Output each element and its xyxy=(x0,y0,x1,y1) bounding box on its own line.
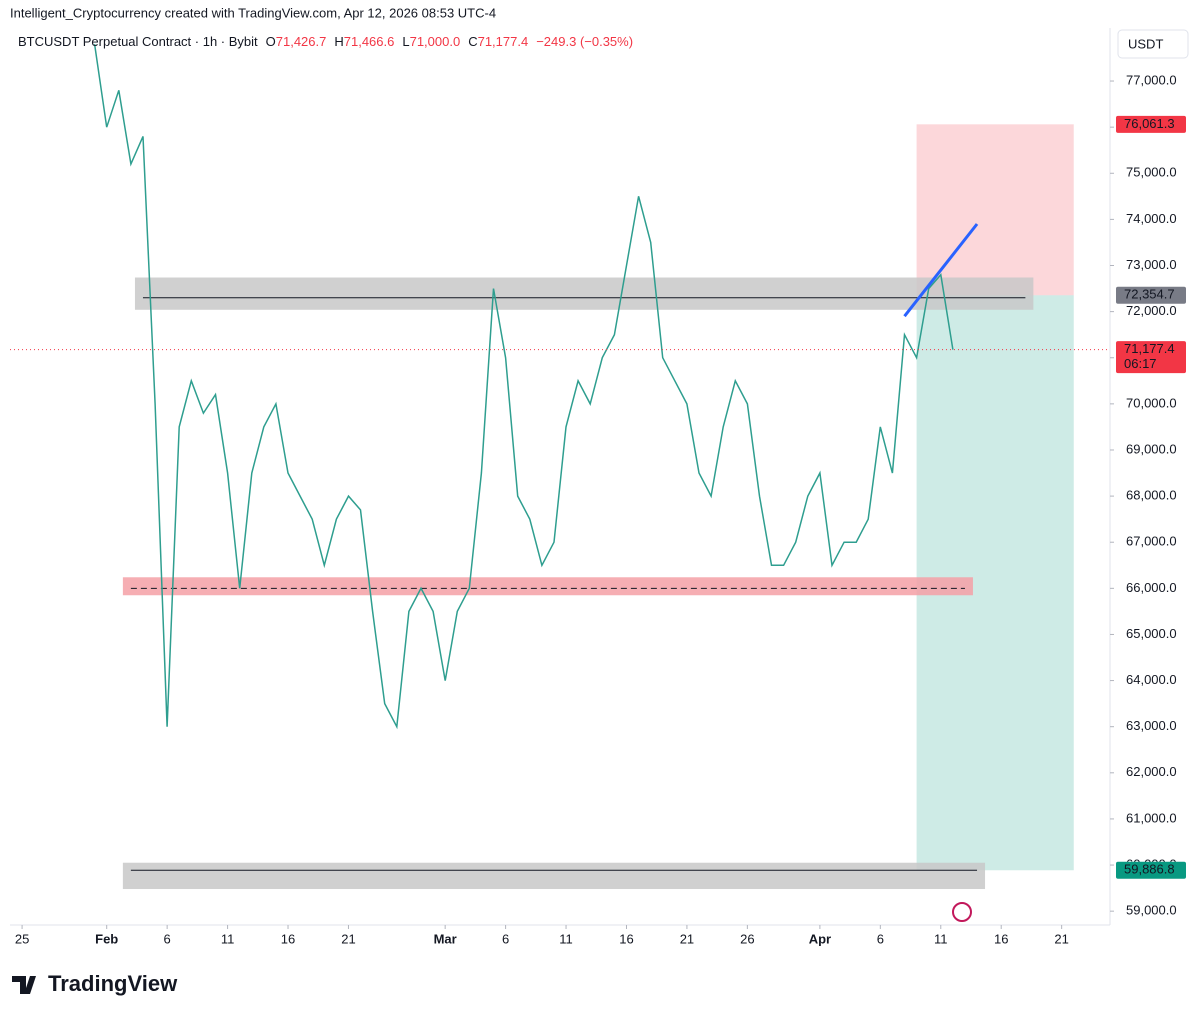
x-tick-label: 11 xyxy=(934,931,948,946)
y-tick-label: 62,000.0 xyxy=(1126,764,1177,779)
x-tick-label: 21 xyxy=(1054,931,1068,946)
currency[interactable]: USDT xyxy=(1128,36,1163,51)
replay-icon[interactable] xyxy=(952,902,972,922)
y-tick-label: 77,000.0 xyxy=(1126,72,1177,87)
price-label-box xyxy=(1116,286,1186,304)
price-label: 59,886.8 xyxy=(1124,862,1175,877)
zone xyxy=(122,862,986,890)
y-tick-label: 75,000.0 xyxy=(1126,165,1177,180)
y-tick-label: 61,000.0 xyxy=(1126,810,1177,825)
change: −249.3 (−0.35%) xyxy=(536,34,633,49)
x-tick-label: 16 xyxy=(619,931,633,946)
ohlc-value: 71,426.7 xyxy=(276,34,327,49)
price-label: 76,061.3 xyxy=(1124,116,1175,131)
currency-button[interactable] xyxy=(1117,29,1189,59)
y-tick-label: 67,000.0 xyxy=(1126,534,1177,549)
y-tick-label: 66,000.0 xyxy=(1126,580,1177,595)
x-tick-label: 6 xyxy=(877,931,884,946)
y-tick-label: 59,000.0 xyxy=(1126,903,1177,918)
price-label: 71,177.4 xyxy=(1124,341,1175,356)
x-tick-label: 6 xyxy=(502,931,509,946)
x-tick-label: 16 xyxy=(994,931,1008,946)
y-tick-label: 73,000.0 xyxy=(1126,257,1177,272)
brand-logo: TradingView xyxy=(12,971,178,996)
x-tick-label: 6 xyxy=(164,931,171,946)
zone xyxy=(134,277,1034,310)
ohlc-value: 71,466.6 xyxy=(344,34,395,49)
credit: Intelligent_Cryptocurrency created with … xyxy=(10,5,496,20)
ohlc-key: H xyxy=(334,34,343,49)
price-label-box xyxy=(1116,861,1186,879)
x-tick-label: 11 xyxy=(559,931,573,946)
ohlc-value: 71,177.4 xyxy=(478,34,529,49)
x-tick-label: Apr xyxy=(809,931,831,946)
zone xyxy=(122,577,973,596)
y-tick-label: 63,000.0 xyxy=(1126,718,1177,733)
symbol: BTCUSDT Perpetual Contract · 1h · Bybit xyxy=(18,34,258,49)
y-tick-label: 69,000.0 xyxy=(1126,441,1177,456)
ohlc-key: O xyxy=(266,34,276,49)
ohlc-key: C xyxy=(468,34,477,49)
x-tick-label: 25 xyxy=(15,931,29,946)
trend-line xyxy=(903,223,979,318)
ohlc-key: L xyxy=(402,34,409,49)
y-tick-label: 64,000.0 xyxy=(1126,672,1177,687)
logo-icon xyxy=(12,976,36,994)
x-tick-label: Feb xyxy=(95,931,118,946)
y-tick-label: 74,000.0 xyxy=(1126,211,1177,226)
replay-circle[interactable] xyxy=(952,902,972,922)
y-tick-label: 65,000.0 xyxy=(1126,626,1177,641)
y-tick-label: 72,000.0 xyxy=(1126,303,1177,318)
price-label: 72,354.7 xyxy=(1124,287,1175,302)
x-tick-label: 16 xyxy=(281,931,295,946)
countdown: 06:17 xyxy=(1124,356,1157,371)
x-tick-label: Mar xyxy=(434,931,457,946)
x-tick-label: 11 xyxy=(221,931,235,946)
y-tick-label: 68,000.0 xyxy=(1126,488,1177,503)
price-label-box xyxy=(1116,115,1186,133)
x-tick-label: 21 xyxy=(341,931,355,946)
brand: TradingView xyxy=(48,971,178,996)
y-tick-label: 70,000.0 xyxy=(1126,395,1177,410)
legend-line: BTCUSDT Perpetual Contract · 1h · Bybit O… xyxy=(18,34,633,49)
x-tick-label: 26 xyxy=(740,931,754,946)
price-line xyxy=(93,43,954,730)
x-tick-label: 21 xyxy=(680,931,694,946)
ohlc-value: 71,000.0 xyxy=(410,34,461,49)
price-label-box xyxy=(1116,341,1186,374)
